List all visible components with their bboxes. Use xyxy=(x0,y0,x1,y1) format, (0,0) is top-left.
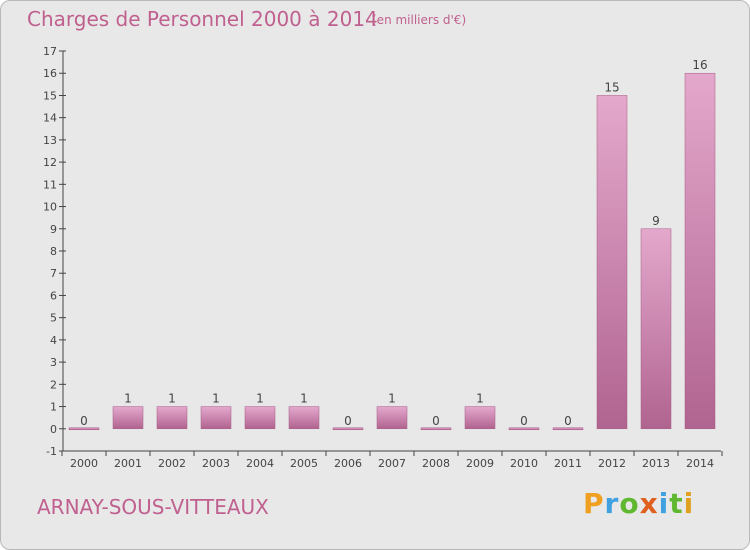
logo-letter: o xyxy=(619,487,640,520)
bar xyxy=(464,406,496,430)
bar-value-label: 0 xyxy=(520,414,528,428)
bar-value-label: 9 xyxy=(652,214,660,228)
y-tick-label: 12 xyxy=(43,156,57,169)
bar-value-label: 1 xyxy=(168,392,176,406)
x-tick-label: 2014 xyxy=(686,457,714,470)
logo-letter: i xyxy=(683,487,695,520)
x-tick-label: 2000 xyxy=(70,457,98,470)
x-tick-label: 2010 xyxy=(510,457,538,470)
bar xyxy=(156,406,188,430)
bar xyxy=(68,427,100,431)
y-tick-label: 3 xyxy=(50,356,57,369)
bar-value-label: 1 xyxy=(300,392,308,406)
bar xyxy=(288,406,320,430)
bar xyxy=(200,406,232,430)
logo-letter: t xyxy=(669,487,684,520)
x-tick-label: 2012 xyxy=(598,457,626,470)
x-tick-label: 2002 xyxy=(158,457,186,470)
x-tick-label: 2005 xyxy=(290,457,318,470)
bar xyxy=(552,427,584,431)
bar xyxy=(420,427,452,431)
x-tick-label: 2001 xyxy=(114,457,142,470)
bar xyxy=(244,406,276,430)
bar xyxy=(640,228,672,430)
chart-subtitle: (en milliers d'€) xyxy=(372,13,467,27)
y-tick-label: 7 xyxy=(50,267,57,280)
x-tick-label: 2003 xyxy=(202,457,230,470)
y-tick-label: -1 xyxy=(46,445,57,458)
y-tick-label: 15 xyxy=(43,89,57,102)
bar-value-label: 0 xyxy=(344,414,352,428)
bar-value-label: 1 xyxy=(476,392,484,406)
logo-letter: r xyxy=(604,487,620,520)
bar-value-label: 1 xyxy=(256,392,264,406)
y-tick-label: 0 xyxy=(50,423,57,436)
y-tick-label: 2 xyxy=(50,378,57,391)
bar-value-label: 1 xyxy=(124,392,132,406)
x-tick-label: 2004 xyxy=(246,457,274,470)
bar-value-label: 0 xyxy=(80,414,88,428)
x-tick-label: 2008 xyxy=(422,457,450,470)
x-tick-label: 2007 xyxy=(378,457,406,470)
bar xyxy=(332,427,364,431)
chart-title: Charges de Personnel 2000 à 2014 xyxy=(27,7,378,31)
bar-value-label: 1 xyxy=(388,392,396,406)
bar-value-label: 0 xyxy=(432,414,440,428)
logo-letter: x xyxy=(639,487,659,520)
bar-value-label: 16 xyxy=(692,58,707,72)
bar-value-label: 0 xyxy=(564,414,572,428)
logo-letter: i xyxy=(658,487,670,520)
bar-value-label: 1 xyxy=(212,392,220,406)
y-tick-label: 16 xyxy=(43,67,57,80)
y-tick-label: 6 xyxy=(50,289,57,302)
y-tick-label: 13 xyxy=(43,134,57,147)
bar xyxy=(112,406,144,430)
y-tick-label: 9 xyxy=(50,223,57,236)
x-tick-label: 2013 xyxy=(642,457,670,470)
bar xyxy=(596,95,628,430)
x-tick-label: 2009 xyxy=(466,457,494,470)
y-tick-label: 10 xyxy=(43,201,57,214)
commune-name: ARNAY-SOUS-VITTEAUX xyxy=(37,495,269,519)
bar-value-label: 15 xyxy=(604,80,619,94)
logo-letter: P xyxy=(583,487,605,520)
y-tick-label: 14 xyxy=(43,112,57,125)
y-tick-label: 11 xyxy=(43,178,57,191)
proxiti-logo: Proxiti xyxy=(583,487,694,520)
x-tick-label: 2011 xyxy=(554,457,582,470)
y-tick-label: 17 xyxy=(43,45,57,58)
bar xyxy=(684,72,716,430)
x-tick-label: 2006 xyxy=(334,457,362,470)
y-tick-label: 8 xyxy=(50,245,57,258)
bar xyxy=(508,427,540,431)
bar xyxy=(376,406,408,430)
y-tick-label: 5 xyxy=(50,312,57,325)
y-tick-label: 1 xyxy=(50,401,57,414)
y-tick-label: 4 xyxy=(50,334,57,347)
